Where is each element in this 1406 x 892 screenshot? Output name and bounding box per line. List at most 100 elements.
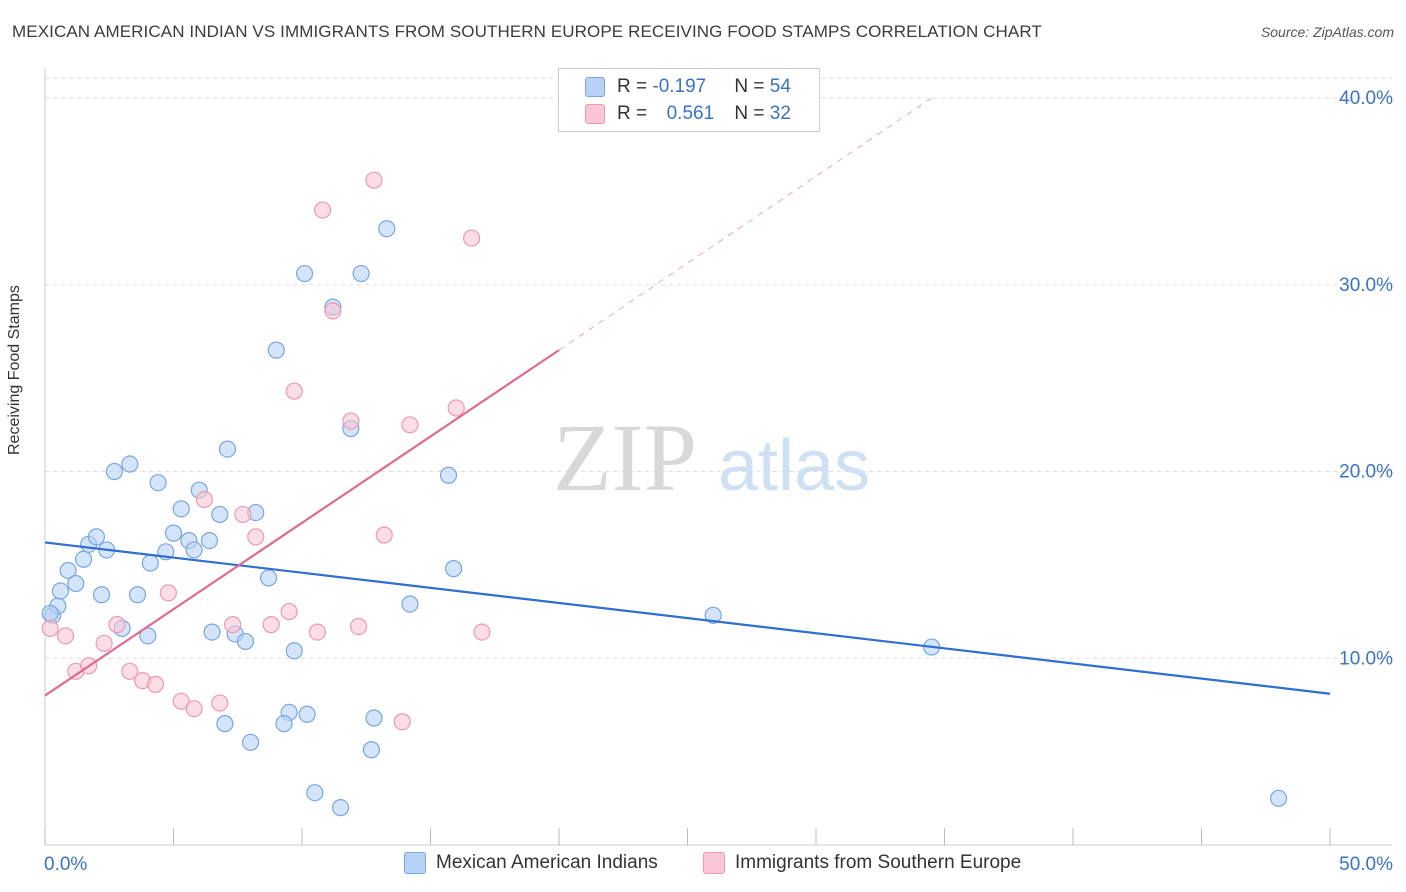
point-pink-23 xyxy=(342,412,360,430)
point-blue-49 xyxy=(362,741,380,759)
correlation-legend: R = -0.197 N = 54 R = 0.561 N = 32 xyxy=(558,68,820,132)
legend-r-value-1: -0.197 xyxy=(652,76,707,97)
legend-n-label-1: N = xyxy=(734,76,770,97)
point-blue-26 xyxy=(218,440,237,458)
point-blue-41 xyxy=(401,595,419,613)
point-pink-22 xyxy=(324,302,342,320)
axes xyxy=(44,68,1392,846)
y-tick-label-20: 20.0% xyxy=(1339,462,1393,483)
point-pink-8 xyxy=(146,675,165,693)
bottom-legend-label-1: Mexican American Indians xyxy=(436,852,658,873)
point-pink-17 xyxy=(262,616,280,634)
point-blue-12 xyxy=(121,455,139,473)
bottom-legend-swatch-pink xyxy=(703,852,725,874)
trend-line-blue-0 xyxy=(44,541,1331,695)
point-pink-31 xyxy=(473,623,491,641)
point-pink-0 xyxy=(41,619,59,637)
x-tick-label-max: 50.0% xyxy=(1339,854,1393,875)
legend-row-series2: R = 0.561 N = 32 xyxy=(585,103,791,125)
point-blue-39 xyxy=(365,709,383,727)
point-blue-24 xyxy=(203,623,221,641)
point-pink-27 xyxy=(393,713,411,731)
point-pink-24 xyxy=(349,617,368,636)
point-pink-6 xyxy=(121,662,139,680)
point-pink-5 xyxy=(108,616,126,634)
tick-labels: 10.0% 20.0% 30.0% 40.0% 0.0% 50.0% xyxy=(44,88,1393,875)
point-blue-31 xyxy=(267,341,285,359)
legend-n-value-1: 54 xyxy=(769,76,791,97)
point-pink-9 xyxy=(159,584,177,602)
point-blue-16 xyxy=(149,474,167,492)
grid xyxy=(45,77,1392,659)
point-pink-28 xyxy=(401,416,419,434)
point-blue-15 xyxy=(141,554,159,572)
point-pink-18 xyxy=(280,602,298,621)
point-blue-8 xyxy=(92,586,111,604)
point-blue-38 xyxy=(352,264,370,283)
point-blue-23 xyxy=(200,531,219,550)
point-pink-20 xyxy=(308,623,327,641)
point-blue-45 xyxy=(242,733,260,751)
y-tick-label-40: 40.0% xyxy=(1339,88,1393,109)
point-blue-18 xyxy=(164,524,183,542)
legend-r-label-2: R = xyxy=(617,103,653,124)
point-blue-28 xyxy=(236,632,255,651)
point-blue-33 xyxy=(295,264,314,283)
point-pink-4 xyxy=(95,634,113,652)
point-blue-50 xyxy=(704,606,722,624)
data-points xyxy=(41,171,1288,817)
point-blue-47 xyxy=(298,705,316,723)
y-tick-label-10: 10.0% xyxy=(1339,648,1393,669)
point-blue-25 xyxy=(211,505,229,524)
point-pink-10 xyxy=(172,692,190,710)
y-tick-label-30: 30.0% xyxy=(1339,275,1393,296)
point-pink-13 xyxy=(211,694,229,712)
point-blue-52 xyxy=(1269,789,1288,807)
point-pink-11 xyxy=(185,700,203,718)
trend-line-pink-2 xyxy=(558,97,932,351)
legend-r-label-1: R = xyxy=(617,76,653,97)
point-pink-25 xyxy=(365,171,383,189)
point-blue-10 xyxy=(105,462,123,481)
point-blue-53 xyxy=(41,604,59,623)
watermark-zip: ZIP xyxy=(553,404,697,511)
point-blue-4 xyxy=(67,574,85,593)
point-blue-46 xyxy=(275,715,293,733)
legend-n-label-2: N = xyxy=(734,103,770,124)
y-axis-label: Receiving Food Stamps xyxy=(6,285,23,455)
point-blue-13 xyxy=(128,586,147,604)
point-pink-30 xyxy=(463,229,481,247)
legend-r-value-2: 0.561 xyxy=(666,103,715,124)
point-blue-42 xyxy=(439,466,458,484)
watermark-atlas: atlas xyxy=(718,426,870,506)
point-pink-1 xyxy=(56,627,75,645)
point-blue-3 xyxy=(59,561,77,580)
point-blue-40 xyxy=(378,220,396,238)
point-blue-5 xyxy=(74,550,93,568)
point-blue-30 xyxy=(259,569,278,587)
bottom-legend-series1[interactable]: Mexican American Indians xyxy=(404,852,658,874)
point-blue-2 xyxy=(51,582,70,600)
point-pink-16 xyxy=(247,528,265,546)
x-tick-label-min: 0.0% xyxy=(44,854,87,875)
point-pink-14 xyxy=(224,616,242,634)
chart-title: MEXICAN AMERICAN INDIAN VS IMMIGRANTS FR… xyxy=(12,22,1042,41)
bottom-legend-series2[interactable]: Immigrants from Southern Europe xyxy=(703,852,1021,874)
bottom-legend-swatch-blue xyxy=(404,852,426,874)
trend-lines xyxy=(44,97,1331,697)
trend-line-pink-1 xyxy=(44,349,560,697)
legend-swatch-blue xyxy=(585,77,605,97)
point-pink-21 xyxy=(313,201,332,219)
point-blue-48 xyxy=(331,799,350,817)
point-blue-19 xyxy=(172,500,190,518)
point-pink-29 xyxy=(447,399,465,417)
point-blue-35 xyxy=(306,784,324,802)
point-blue-44 xyxy=(216,715,234,733)
point-blue-21 xyxy=(185,541,203,559)
point-blue-32 xyxy=(285,642,303,660)
point-blue-43 xyxy=(445,560,463,578)
legend-row-series1: R = -0.197 N = 54 xyxy=(585,76,791,98)
point-pink-26 xyxy=(375,526,393,544)
point-blue-14 xyxy=(139,627,157,645)
